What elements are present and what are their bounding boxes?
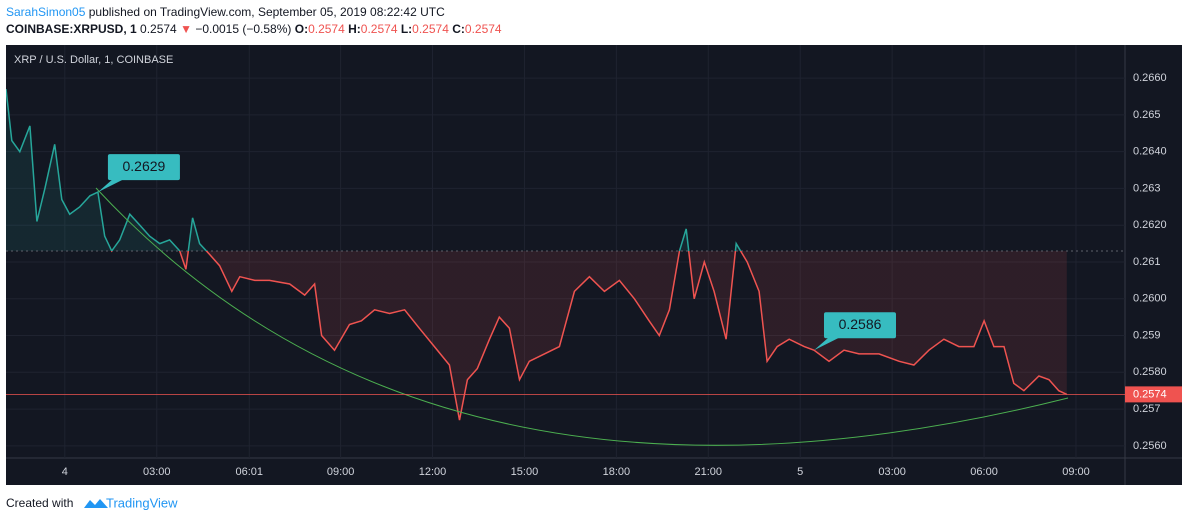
- callout-box: [107, 154, 180, 181]
- last-price-label: 0.2574: [1133, 388, 1167, 400]
- plot: [6, 89, 1125, 421]
- ohlc-value: 0.2574: [308, 22, 345, 36]
- ohlc-key: L:: [400, 22, 413, 36]
- callout-box: [823, 312, 896, 339]
- price: 0.2574: [140, 22, 177, 36]
- ohlc-value: 0.2574: [464, 22, 502, 36]
- footer-text: Created with: [6, 496, 73, 510]
- arrow: ▼: [180, 22, 192, 36]
- x-tick-label: 18:00: [603, 466, 631, 478]
- published: published on TradingView.com, September …: [88, 5, 445, 19]
- y-tick-label: 0.2580: [1133, 366, 1167, 378]
- ohlc-value: 0.2574: [360, 22, 398, 36]
- x-tick-label: 12:00: [419, 466, 447, 478]
- symbol: COINBASE:XRPUSD, 1: [6, 22, 137, 36]
- x-tick-label: 03:00: [143, 466, 171, 478]
- callout-pointer: [813, 336, 842, 351]
- x-tick-label: 21:00: [695, 466, 723, 478]
- x-tick-label: 06:01: [236, 466, 264, 478]
- x-tick-label: 4: [62, 466, 68, 478]
- y-tick-label: 0.257: [1133, 403, 1161, 415]
- author[interactable]: SarahSimon05: [6, 5, 86, 19]
- y-tick-label: 0.2560: [1133, 440, 1167, 452]
- footer-brand[interactable]: TradingView: [106, 495, 178, 510]
- ohlc-key: H:: [348, 22, 361, 36]
- ohlc-key: O:: [294, 22, 309, 36]
- tv-logo: [84, 499, 108, 508]
- callout-label: 0.2629: [123, 158, 166, 174]
- y-tick-label: 0.2640: [1133, 146, 1167, 158]
- y-tick-label: 0.263: [1133, 182, 1161, 194]
- baseline-area: [6, 89, 1067, 421]
- chart-title: XRP / U.S. Dollar, 1, COINBASE: [14, 54, 173, 66]
- x-tick-label: 09:00: [327, 466, 355, 478]
- change: −0.0015 (−0.58%): [195, 22, 292, 36]
- x-tick-label: 09:00: [1062, 466, 1090, 478]
- callout-pointer: [97, 178, 126, 193]
- y-tick-label: 0.2600: [1133, 293, 1167, 305]
- last-price-box: [1125, 386, 1182, 403]
- publish-line: SarahSimon05 published on TradingView.co…: [6, 5, 445, 19]
- callout-label: 0.2586: [839, 316, 882, 332]
- trend-curve: [95, 187, 1069, 446]
- x-tick-label: 15:00: [511, 466, 539, 478]
- symbol-line: COINBASE:XRPUSD, 1 0.2574 ▼ −0.0015 (−0.…: [6, 22, 502, 36]
- y-tick-label: 0.265: [1133, 109, 1161, 121]
- y-tick-label: 0.261: [1133, 256, 1161, 268]
- y-tick-label: 0.2620: [1133, 219, 1167, 231]
- ohlc: O:0.2574 H:0.2574 L:0.2574 C:0.2574: [295, 22, 502, 36]
- price-line: [6, 89, 1068, 421]
- ohlc-key: C:: [452, 22, 465, 36]
- x-tick-label: 03:00: [878, 466, 906, 478]
- y-tick-label: 0.2660: [1133, 72, 1167, 84]
- x-tick-label: 5: [797, 466, 803, 478]
- ohlc-value: 0.2574: [412, 22, 449, 36]
- y-tick-label: 0.259: [1133, 329, 1161, 341]
- x-tick-label: 06:00: [970, 466, 998, 478]
